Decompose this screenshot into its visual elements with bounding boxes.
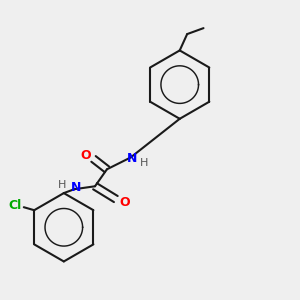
Text: Cl: Cl [8,199,22,212]
Text: H: H [140,158,148,168]
Text: H: H [58,180,66,190]
Text: O: O [119,196,130,208]
Text: N: N [70,181,81,194]
Text: O: O [81,149,92,162]
Text: N: N [127,152,137,165]
